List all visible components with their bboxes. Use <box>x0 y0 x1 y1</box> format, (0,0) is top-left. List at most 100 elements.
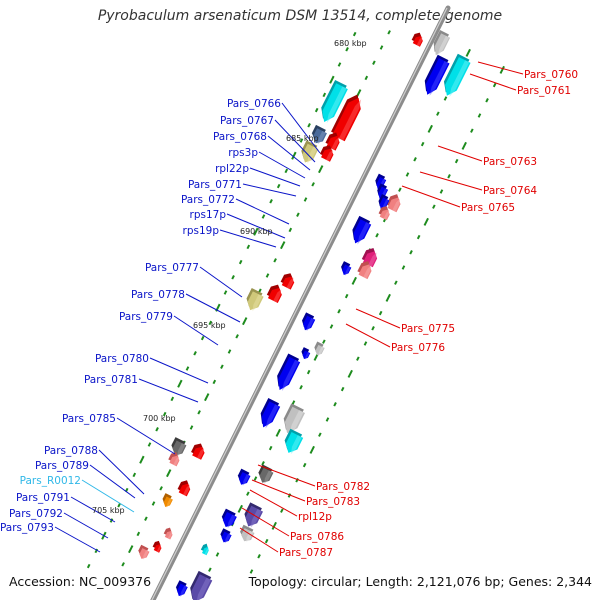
gene-arrow[interactable] <box>167 450 182 467</box>
gene-arrow[interactable] <box>219 508 238 530</box>
gene-arrow[interactable] <box>411 31 426 47</box>
scale-tick <box>311 182 315 187</box>
gene-arrow[interactable] <box>330 91 366 142</box>
gene-arrow[interactable] <box>136 544 151 561</box>
gene-arrow-highlight <box>363 265 372 279</box>
gene-arrow[interactable] <box>168 437 187 458</box>
gene-label-pars_0779[interactable]: Pars_0779 <box>119 311 173 323</box>
leader-line <box>477 61 524 75</box>
gene-label-pars_0768[interactable]: Pars_0768 <box>213 131 267 143</box>
gene-arrow[interactable] <box>266 282 285 304</box>
gene-label-pars_0777[interactable]: Pars_0777 <box>145 262 199 274</box>
gene-arrow[interactable] <box>279 403 307 436</box>
gene-label-pars_0780[interactable]: Pars_0780 <box>95 353 149 365</box>
gene-arrow[interactable] <box>151 540 163 553</box>
scale-tick <box>329 324 334 329</box>
gene-label-pars_0778[interactable]: Pars_0778 <box>131 289 185 301</box>
gene-arrow[interactable] <box>299 312 317 332</box>
gene-arrow[interactable] <box>429 29 451 58</box>
gene-label-rps3p[interactable]: rps3p <box>228 147 258 159</box>
gene-arrow[interactable] <box>297 140 319 165</box>
scale-tick <box>170 396 175 402</box>
gene-label-pars_0772[interactable]: Pars_0772 <box>181 194 235 206</box>
gene-arrow[interactable] <box>200 542 211 556</box>
gene-arrow-body <box>358 264 372 280</box>
gene-label-pars_0765[interactable]: Pars_0765 <box>461 202 515 214</box>
gene-label-pars_0767[interactable]: Pars_0767 <box>220 115 274 127</box>
gene-arrow[interactable] <box>240 502 264 529</box>
gene-label-pars_0766[interactable]: Pars_0766 <box>227 98 281 110</box>
gene-arrow[interactable] <box>420 54 451 98</box>
leader-line <box>242 183 297 197</box>
leader-line <box>138 378 199 403</box>
gene-label-pars_0787[interactable]: Pars_0787 <box>279 547 333 559</box>
gene-arrow[interactable] <box>190 441 208 460</box>
gene-label-pars_0764[interactable]: Pars_0764 <box>483 185 537 197</box>
gene-arrow[interactable] <box>356 259 375 280</box>
gene-arrow[interactable] <box>163 526 175 540</box>
gene-arrow-body <box>322 83 348 122</box>
gene-label-pars_0763[interactable]: Pars_0763 <box>483 156 537 168</box>
gene-label-rps17p[interactable]: rps17p <box>190 209 227 221</box>
gene-arrow[interactable] <box>385 192 404 213</box>
gene-arrow[interactable] <box>280 271 298 290</box>
gene-arrow[interactable] <box>280 428 304 456</box>
gene-arrow-body <box>445 57 471 96</box>
gene-label-pars_r0012[interactable]: Pars_R0012 <box>20 475 81 487</box>
scale-tick <box>208 567 212 572</box>
gene-arrow[interactable] <box>319 143 337 162</box>
gene-label-pars_0760[interactable]: Pars_0760 <box>524 69 578 81</box>
gene-label-pars_0783[interactable]: Pars_0783 <box>306 496 360 508</box>
gene-arrow-highlight <box>306 317 315 332</box>
gene-label-pars_0761[interactable]: Pars_0761 <box>517 85 571 97</box>
gene-arrow-highlight <box>281 359 299 392</box>
scale-tick <box>364 75 369 81</box>
gene-arrow[interactable] <box>348 215 373 246</box>
gene-label-rps19p[interactable]: rps19p <box>183 225 220 237</box>
gene-label-rpl22p[interactable]: rpl22p <box>215 163 249 175</box>
scale-tick <box>409 250 413 255</box>
gene-arrow-highlight <box>317 130 326 145</box>
gene-label-pars_0785[interactable]: Pars_0785 <box>62 413 116 425</box>
gene-label-pars_0775[interactable]: Pars_0775 <box>401 323 455 335</box>
gene-label-pars_0782[interactable]: Pars_0782 <box>316 481 370 493</box>
scale-tick <box>238 259 243 265</box>
gene-arrow-highlight <box>290 435 302 455</box>
gene-arrow[interactable] <box>299 347 311 360</box>
gene-arrow[interactable] <box>256 398 282 430</box>
gene-arrow[interactable] <box>176 478 193 497</box>
gene-label-pars_0792[interactable]: Pars_0792 <box>9 508 63 520</box>
gene-arrow-highlight <box>345 266 351 276</box>
gene-arrow-body <box>353 219 372 244</box>
gene-arrow[interactable] <box>376 194 391 211</box>
gene-arrow[interactable] <box>218 528 233 544</box>
gene-arrow[interactable] <box>309 124 328 146</box>
gene-label-pars_0789[interactable]: Pars_0789 <box>35 460 89 472</box>
gene-arrow[interactable] <box>255 464 274 485</box>
gene-arrow[interactable] <box>312 341 326 357</box>
gene-label-rpl12p[interactable]: rpl12p <box>298 511 332 523</box>
gene-arrow[interactable] <box>243 288 265 313</box>
gene-label-pars_0781[interactable]: Pars_0781 <box>84 374 138 386</box>
scale-tick <box>398 187 402 192</box>
gene-arrow-body <box>378 186 389 199</box>
gene-label-pars_0793[interactable]: Pars_0793 <box>0 522 54 534</box>
gene-label-pars_0786[interactable]: Pars_0786 <box>290 531 344 543</box>
gene-arrow[interactable] <box>235 468 252 487</box>
gene-label-pars_0771[interactable]: Pars_0771 <box>188 179 242 191</box>
gene-arrow[interactable] <box>185 570 213 600</box>
leader-line <box>239 527 279 553</box>
gene-arrow[interactable] <box>439 53 472 99</box>
gene-arrow[interactable] <box>272 353 301 393</box>
gene-arrow[interactable] <box>361 246 381 268</box>
scale-tick <box>273 258 277 263</box>
gene-arrow[interactable] <box>316 79 349 125</box>
gene-arrow[interactable] <box>237 524 256 544</box>
gene-label-pars_0776[interactable]: Pars_0776 <box>391 342 445 354</box>
gene-arrow[interactable] <box>338 261 352 276</box>
gene-label-pars_0788[interactable]: Pars_0788 <box>44 445 98 457</box>
gene-arrow[interactable] <box>173 580 189 598</box>
gene-label-pars_0791[interactable]: Pars_0791 <box>16 492 70 504</box>
gene-arrow[interactable] <box>377 204 392 221</box>
gene-arrow[interactable] <box>160 493 174 508</box>
